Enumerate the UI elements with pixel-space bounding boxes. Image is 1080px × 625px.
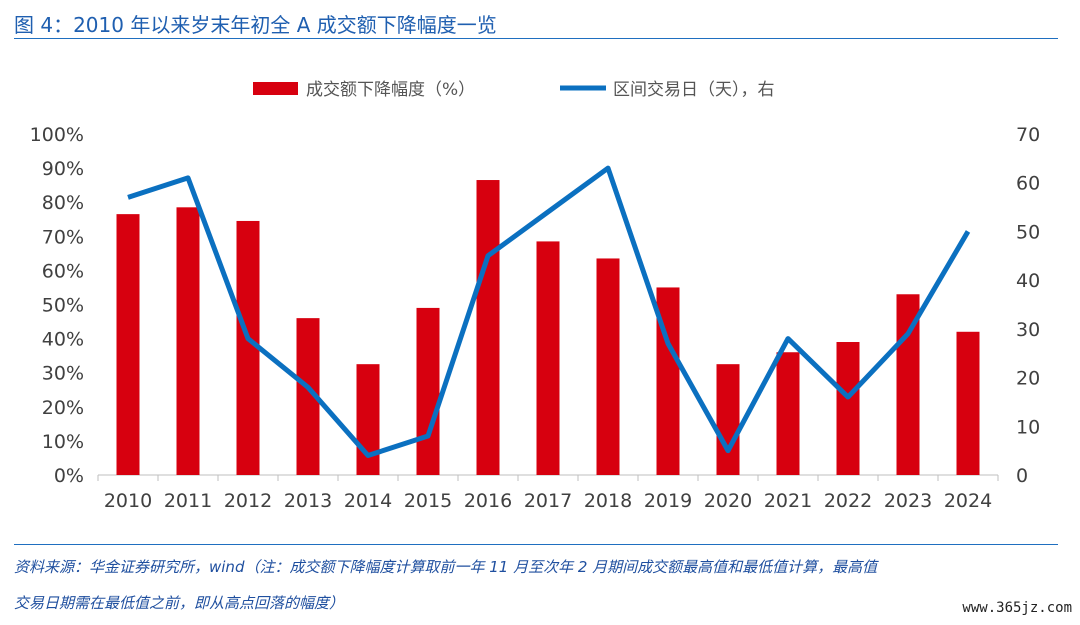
y-right-tick-label: 60: [1016, 173, 1040, 195]
bar-2022: [836, 342, 860, 475]
x-tick-label: 2015: [404, 490, 452, 512]
y-left-tick-label: 80%: [42, 192, 84, 214]
x-tick-label: 2022: [824, 490, 872, 512]
source-note-line2: 交易日期需在最低值之前，即从高点回落的幅度）: [14, 594, 345, 612]
x-tick-label: 2013: [284, 490, 332, 512]
legend-bar-swatch: [253, 82, 298, 95]
y-left-tick-label: 90%: [42, 158, 84, 180]
y-left-tick-label: 50%: [42, 295, 84, 317]
combo-chart: 成交额下降幅度（%） 区间交易日（天），右 0% 10% 20% 30% 40% 50% 60%…: [30, 80, 1041, 512]
watermark: www.365jz.com: [962, 600, 1072, 616]
y-right-tick-label: 0: [1016, 465, 1028, 487]
bar-2013: [296, 318, 320, 475]
title-rule: [14, 38, 1058, 39]
bar-2020: [716, 364, 740, 475]
legend-line-label: 区间交易日（天），右: [613, 80, 775, 100]
y-left-tick-label: 10%: [42, 431, 84, 453]
bar-2024: [956, 331, 980, 475]
x-tick-label: 2021: [764, 490, 812, 512]
bar-2015: [416, 307, 440, 475]
y-right-tick-label: 40: [1016, 270, 1040, 292]
bar-2012: [236, 220, 260, 475]
y-right-tick-label: 10: [1016, 416, 1040, 438]
x-tick-label: 2024: [944, 490, 992, 512]
bar-2016: [476, 180, 500, 475]
y-left-tick-label: 20%: [42, 397, 84, 419]
source-note-line1: 资料来源：华金证券研究所，wind（注：成交额下降幅度计算取前一年 11 月至次…: [14, 558, 878, 576]
x-tick-label: 2023: [884, 490, 932, 512]
y-left-tick-label: 70%: [42, 226, 84, 248]
x-tick-label: 2018: [584, 490, 632, 512]
y-left-tick-label: 100%: [30, 124, 84, 146]
y-left-tick-label: 60%: [42, 260, 84, 282]
bar-2017: [536, 241, 560, 475]
x-tick-label: 2012: [224, 490, 272, 512]
y-right-tick-label: 70: [1016, 124, 1040, 146]
y-left-tick-label: 40%: [42, 329, 84, 351]
x-tick-label: 2020: [704, 490, 752, 512]
x-tick-label: 2010: [104, 490, 152, 512]
bar-2018: [596, 258, 620, 475]
figure-title: 图 4：2010 年以来岁末年初全 A 成交额下降幅度一览: [14, 13, 497, 37]
x-tick-label: 2014: [344, 490, 392, 512]
x-tick-label: 2017: [524, 490, 572, 512]
y-right-tick-label: 20: [1016, 368, 1040, 390]
y-right-tick-label: 30: [1016, 319, 1040, 341]
x-tick-label: 2011: [164, 490, 212, 512]
legend-bar-label: 成交额下降幅度（%）: [306, 80, 475, 100]
bar-2014: [356, 364, 380, 475]
x-tick-label: 2019: [644, 490, 692, 512]
y-left-tick-label: 0%: [54, 465, 84, 487]
source-rule: [14, 544, 1058, 545]
x-tick-label: 2016: [464, 490, 512, 512]
bar-2021: [776, 352, 800, 475]
y-right-tick-label: 50: [1016, 221, 1040, 243]
bar-2011: [176, 207, 200, 475]
bar-2010: [116, 214, 140, 475]
y-left-tick-label: 30%: [42, 363, 84, 385]
